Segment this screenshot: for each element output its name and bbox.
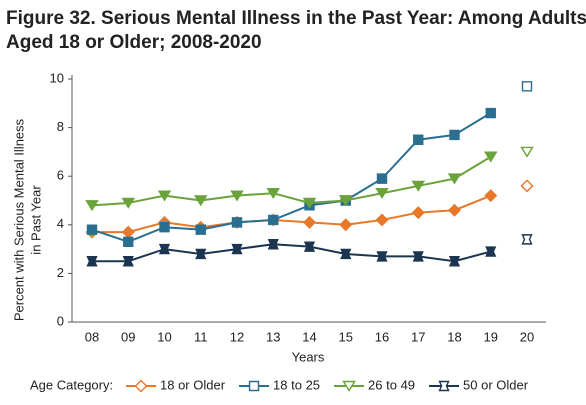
- data-point: [158, 243, 171, 255]
- data-point: [411, 180, 425, 192]
- data-point: [484, 189, 498, 203]
- series-line: [91, 112, 492, 243]
- chart-title: Aged 18 or Older; 2008-2020: [6, 32, 262, 53]
- data-point: [121, 225, 135, 239]
- data-point: [303, 241, 316, 252]
- legend-marker: [342, 380, 356, 392]
- data-point: [339, 195, 353, 207]
- data-point: [157, 190, 172, 202]
- data-point: [231, 243, 243, 255]
- x-tick-label: 08: [85, 329, 99, 344]
- data-point: [230, 190, 244, 202]
- x-tick-label: 18: [447, 329, 461, 344]
- y-axis-label: in Past Year: [28, 185, 43, 255]
- data-point: [449, 129, 460, 141]
- x-tick-label: 15: [339, 329, 353, 344]
- data-point: [195, 248, 207, 260]
- series-line: [92, 243, 492, 263]
- legend-label: 26 to 49: [368, 377, 415, 392]
- data-point: [412, 251, 424, 262]
- data-point: [521, 234, 533, 245]
- x-tick-label: 19: [484, 329, 498, 344]
- x-tick-label: 20: [520, 329, 534, 344]
- data-point: [231, 217, 243, 228]
- data-point: [447, 173, 462, 185]
- data-point: [121, 197, 135, 209]
- data-point: [267, 239, 279, 250]
- x-tick-label: 11: [194, 329, 208, 344]
- legend-marker: [134, 379, 148, 393]
- legend-marker: [248, 380, 260, 392]
- chart-title: Figure 32. Serious Mental Illness in the…: [6, 8, 586, 29]
- x-tick-label: 17: [411, 329, 425, 344]
- data-point: [266, 188, 280, 200]
- data-point: [376, 251, 388, 262]
- legend-title: Age Category:: [30, 377, 113, 392]
- data-point: [485, 107, 496, 119]
- data-point: [194, 195, 208, 207]
- y-tick-label: 4: [57, 216, 64, 231]
- series-line: [91, 155, 492, 207]
- data-point: [268, 214, 279, 226]
- data-point: [122, 256, 134, 267]
- legend-label: 18 or Older: [160, 377, 226, 392]
- data-point: [521, 81, 533, 92]
- series-line: [92, 194, 492, 234]
- data-point: [86, 224, 98, 235]
- data-point: [375, 213, 389, 227]
- data-point: [413, 134, 424, 145]
- y-tick-label: 6: [57, 168, 64, 183]
- x-tick-label: 09: [121, 329, 135, 344]
- y-tick-label: 8: [57, 119, 64, 134]
- data-point: [484, 151, 498, 163]
- data-point: [448, 203, 461, 217]
- data-point: [520, 146, 534, 158]
- x-tick-label: 14: [302, 329, 316, 344]
- data-point: [85, 200, 99, 212]
- data-point: [375, 188, 389, 200]
- data-point: [520, 179, 534, 193]
- data-point: [411, 206, 425, 220]
- data-point: [123, 236, 134, 248]
- data-point: [159, 222, 170, 233]
- x-tick-label: 16: [375, 329, 389, 344]
- legend-label: 18 to 25: [273, 377, 320, 392]
- x-tick-label: 10: [157, 329, 171, 344]
- data-point: [195, 224, 206, 235]
- x-tick-label: 13: [266, 329, 280, 344]
- data-point: [376, 173, 388, 184]
- legend-marker: [438, 380, 450, 392]
- data-point: [485, 246, 497, 257]
- data-point: [303, 215, 316, 229]
- data-point: [339, 218, 353, 232]
- data-point: [302, 197, 317, 209]
- y-tick-label: 0: [57, 313, 64, 328]
- y-axis-label: Percent with Serious Mental Illness: [11, 118, 26, 321]
- y-tick-label: 2: [57, 265, 64, 280]
- x-tick-label: 12: [230, 329, 244, 344]
- y-tick-label: 10: [50, 70, 64, 85]
- data-point: [340, 248, 352, 260]
- x-axis-label: Years: [292, 349, 325, 364]
- legend-label: 50 or Older: [463, 377, 529, 392]
- data-point: [448, 256, 461, 267]
- data-point: [86, 256, 98, 267]
